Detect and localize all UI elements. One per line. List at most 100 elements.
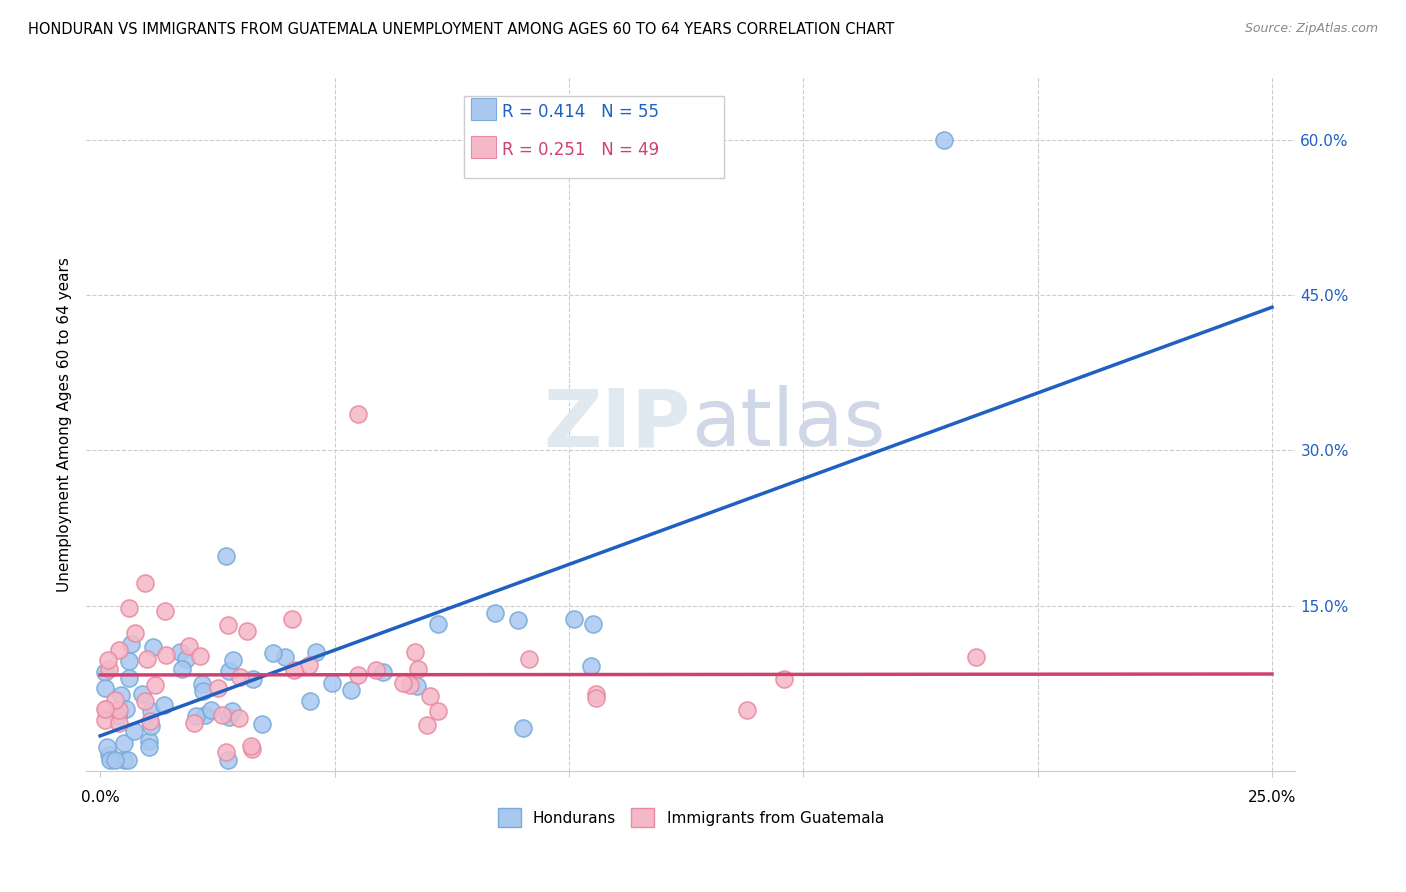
Point [581,658,603,673]
Point [110,688,132,702]
Point [217,753,239,767]
Point [222,653,245,667]
Point [391,676,413,690]
Point [188,648,211,663]
Point [170,662,193,676]
Point [340,683,363,698]
Point [240,741,263,756]
Point [94,665,117,679]
Point [139,714,162,729]
Point [200,703,222,717]
Point [97,653,120,667]
Point [193,683,215,698]
Point [404,645,426,659]
Point [134,694,156,708]
Point [585,691,607,706]
Point [136,652,159,666]
Point [186,709,208,723]
Text: atlas: atlas [690,385,886,464]
Point [118,671,141,685]
Point [138,734,160,748]
Point [281,612,304,626]
Point [235,624,257,639]
Text: ZIP: ZIP [544,385,690,464]
Point [120,637,142,651]
Point [117,753,139,767]
Point [298,694,321,708]
Text: Source: ZipAtlas.com: Source: ZipAtlas.com [1244,22,1378,36]
Point [138,739,160,754]
Point [416,718,439,732]
Point [215,745,238,759]
Point [252,717,274,731]
Point [228,670,250,684]
Point [218,664,240,678]
Point [169,644,191,658]
Point [177,639,200,653]
Point [97,748,120,763]
Point [211,708,233,723]
Point [305,645,328,659]
Point [735,703,758,717]
Point [582,616,605,631]
Point [398,678,420,692]
Point [112,753,135,767]
Point [139,704,162,718]
Point [426,704,449,718]
Point [346,668,368,682]
Point [153,604,176,618]
Point [242,673,264,687]
Text: R = 0.251   N = 49: R = 0.251 N = 49 [502,141,659,159]
Y-axis label: Unemployment Among Ages 60 to 64 years: Unemployment Among Ages 60 to 64 years [58,257,72,591]
Point [932,132,955,146]
Point [98,662,121,676]
Point [419,690,441,704]
Point [215,549,238,563]
Point [103,753,125,767]
Point [371,665,394,680]
Point [965,649,987,664]
Point [426,616,449,631]
Point [347,407,370,421]
Point [98,753,121,767]
Point [94,713,117,727]
Point [228,711,250,725]
Text: 25.0%: 25.0% [1249,790,1296,805]
Point [218,710,240,724]
Point [274,649,297,664]
Point [115,702,138,716]
Point [298,657,321,672]
Text: 0.0%: 0.0% [80,790,120,805]
Text: R = 0.414   N = 55: R = 0.414 N = 55 [502,103,659,120]
Point [134,576,156,591]
Point [107,643,129,657]
Point [142,640,165,654]
Point [207,681,229,695]
Point [153,698,176,713]
Point [283,663,305,677]
Point [124,626,146,640]
Point [585,687,607,701]
Point [94,702,117,716]
Text: HONDURAN VS IMMIGRANTS FROM GUATEMALA UNEMPLOYMENT AMONG AGES 60 TO 64 YEARS COR: HONDURAN VS IMMIGRANTS FROM GUATEMALA UN… [28,22,894,37]
Point [155,648,177,662]
Point [517,652,540,666]
Point [107,709,129,723]
Point [183,716,205,731]
Point [122,724,145,739]
Point [221,704,243,718]
Point [194,707,217,722]
Point [94,702,117,716]
Point [174,652,197,666]
Point [239,739,262,753]
Point [405,679,427,693]
Point [94,681,117,695]
Point [118,600,141,615]
Point [321,675,343,690]
Point [131,687,153,701]
Point [562,612,585,626]
Point [406,662,429,676]
Point [512,721,534,735]
Point [143,678,166,692]
Legend: Hondurans, Immigrants from Guatemala: Hondurans, Immigrants from Guatemala [492,802,890,833]
